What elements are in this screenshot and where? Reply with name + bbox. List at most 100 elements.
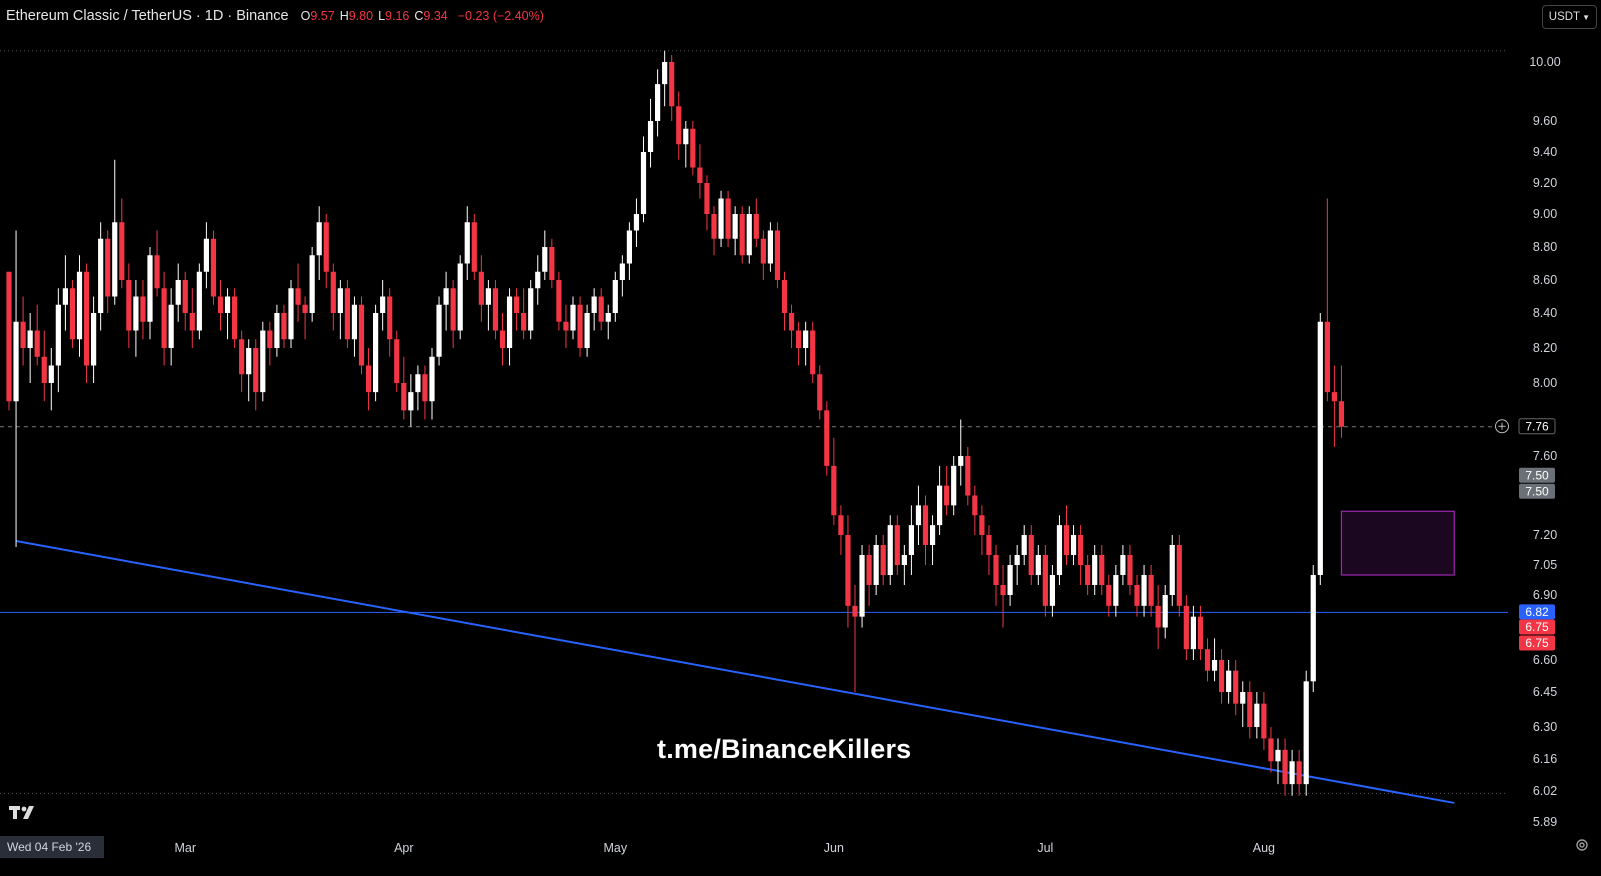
high-value: 9.80 xyxy=(348,9,374,23)
candle-body xyxy=(126,280,132,331)
candle xyxy=(175,263,181,322)
candle xyxy=(514,288,520,331)
candle-body xyxy=(401,383,407,411)
candle-body xyxy=(1141,575,1147,606)
candle xyxy=(260,321,266,402)
candle xyxy=(182,271,188,331)
candle-body xyxy=(83,271,90,366)
candle xyxy=(154,230,160,297)
candle xyxy=(224,288,231,340)
tradingview-logo-icon[interactable] xyxy=(9,803,41,826)
candle xyxy=(1063,505,1070,565)
candle xyxy=(866,545,872,606)
candle xyxy=(958,419,964,486)
candle-body xyxy=(633,214,640,231)
candle-body xyxy=(1197,616,1204,650)
symbol-title[interactable]: Ethereum Classic / TetherUS · 1D · Binan… xyxy=(6,8,289,24)
candle xyxy=(1035,545,1041,585)
candle xyxy=(196,263,202,340)
candle-body xyxy=(993,555,999,585)
candle-body xyxy=(506,296,513,348)
candle xyxy=(655,69,661,137)
candle-body xyxy=(429,356,435,402)
candle-body xyxy=(48,365,54,383)
candle xyxy=(626,222,632,280)
candle xyxy=(464,206,470,280)
candle-body xyxy=(584,313,590,348)
candle xyxy=(485,280,491,331)
candle xyxy=(1219,649,1225,704)
candle xyxy=(344,280,350,348)
price-label-bg xyxy=(1519,619,1555,635)
price-label-text: 6.82 xyxy=(1525,605,1549,619)
candle-body xyxy=(246,348,252,375)
candle-body xyxy=(422,374,428,402)
crosshair-date-badge: Wed 04 Feb '26 xyxy=(0,836,104,858)
candle-body xyxy=(189,313,195,331)
time-tick-label: Jul xyxy=(1037,841,1053,855)
price-tick-label: 9.20 xyxy=(1533,176,1557,190)
candle xyxy=(436,296,442,366)
candle xyxy=(478,255,484,322)
candle-body xyxy=(514,296,520,313)
descending-trendline xyxy=(15,540,1455,804)
price-tick-label: 8.80 xyxy=(1533,240,1557,254)
candle-body xyxy=(161,288,167,348)
price-label-gray: 7.50 xyxy=(1519,483,1555,499)
candle xyxy=(859,545,865,628)
candle-body xyxy=(323,222,329,272)
candle xyxy=(1338,365,1345,438)
candle-body xyxy=(133,296,139,331)
candle-body xyxy=(669,62,675,107)
candle xyxy=(1233,660,1239,716)
candle-body xyxy=(330,271,336,313)
candle xyxy=(1303,670,1309,796)
candle xyxy=(76,255,83,357)
candle-body xyxy=(535,271,541,289)
candle-body xyxy=(140,296,146,322)
candle-body xyxy=(866,555,872,585)
candle xyxy=(704,175,710,231)
settings-icon[interactable] xyxy=(1575,838,1589,857)
candle-body xyxy=(443,288,449,305)
candle xyxy=(358,296,365,375)
price-tick-label: 6.90 xyxy=(1533,588,1557,602)
candle-body xyxy=(655,84,661,121)
candle-body xyxy=(1282,749,1288,785)
candle-body xyxy=(1324,321,1330,393)
plus-circle-icon[interactable] xyxy=(1495,419,1509,434)
candle xyxy=(499,313,506,366)
candle-body xyxy=(810,330,816,375)
currency-button[interactable]: USDT ▼ xyxy=(1541,5,1597,29)
candle xyxy=(922,495,929,565)
candle-body xyxy=(1113,575,1119,606)
candle-body xyxy=(570,304,576,331)
candle xyxy=(591,288,597,331)
candle xyxy=(1169,535,1175,606)
candle xyxy=(281,304,287,348)
candle-body xyxy=(831,465,837,516)
candle xyxy=(1204,638,1211,682)
candle xyxy=(718,190,724,247)
candle xyxy=(528,280,534,340)
close-key: C xyxy=(414,9,424,23)
candle-body xyxy=(1056,525,1063,575)
candle-body xyxy=(387,296,393,340)
candle xyxy=(1275,738,1281,785)
candle-body xyxy=(1303,681,1309,785)
candle xyxy=(993,545,999,606)
candle-body xyxy=(1233,670,1239,704)
candle xyxy=(1028,525,1034,585)
candle xyxy=(147,247,153,340)
candle-body xyxy=(76,271,83,340)
candle xyxy=(1310,565,1316,692)
candle xyxy=(119,198,125,289)
time-tick-label: Aug xyxy=(1253,841,1275,855)
candle-body xyxy=(13,321,19,402)
candle xyxy=(838,505,844,555)
price-label-bg xyxy=(1519,467,1555,483)
candle-body xyxy=(901,555,907,565)
candle-body xyxy=(499,330,506,348)
